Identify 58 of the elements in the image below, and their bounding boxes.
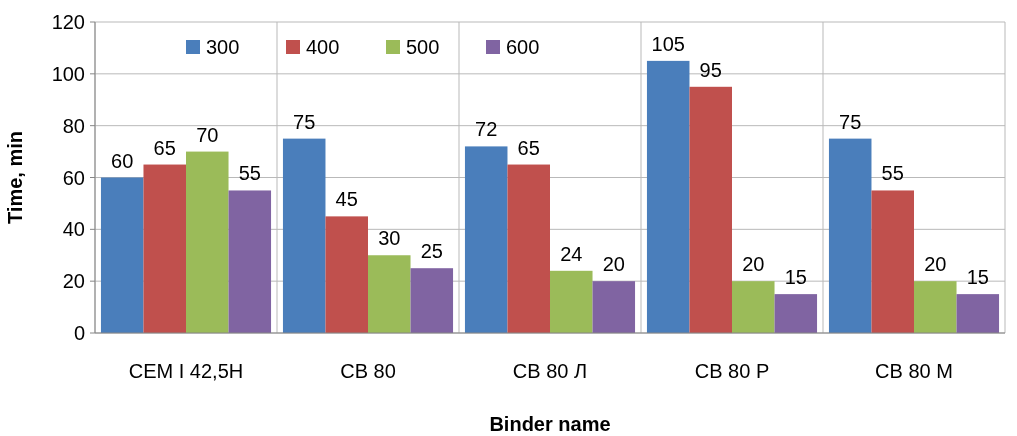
bar — [689, 86, 732, 333]
legend-label: 300 — [206, 36, 240, 58]
bar — [100, 177, 144, 333]
y-tick-label: 100 — [51, 62, 85, 85]
bar — [368, 255, 411, 333]
data-label: 55 — [238, 162, 261, 185]
bar — [325, 216, 368, 333]
bar — [143, 164, 186, 333]
y-tick-label: 80 — [62, 114, 85, 137]
bar — [732, 281, 775, 333]
data-label: 65 — [153, 136, 176, 159]
data-label: 30 — [378, 227, 401, 250]
bar — [410, 268, 454, 333]
x-tick-label: СВ 80 Р — [694, 360, 770, 382]
data-label: 20 — [742, 253, 765, 276]
data-label: 65 — [517, 136, 540, 159]
bar — [228, 190, 272, 333]
data-label: 15 — [966, 266, 989, 289]
data-label: 70 — [196, 123, 219, 146]
legend-label: 600 — [506, 36, 540, 58]
bar — [956, 294, 1000, 333]
data-label: 20 — [602, 253, 625, 276]
y-tick-label: 20 — [62, 270, 85, 293]
bar — [464, 146, 508, 333]
data-label: 24 — [560, 242, 583, 265]
data-label: 45 — [335, 188, 358, 211]
bar — [282, 138, 326, 333]
bar — [646, 60, 690, 333]
data-label: 75 — [839, 110, 862, 133]
data-label: 15 — [784, 266, 807, 289]
bar — [871, 190, 914, 333]
bar — [592, 281, 636, 333]
data-label: 75 — [293, 110, 316, 133]
legend-label: 500 — [406, 36, 440, 58]
y-tick-label: 40 — [62, 218, 85, 241]
data-label: 20 — [924, 253, 947, 276]
bar — [186, 151, 229, 333]
y-axis-title: Time, min — [4, 131, 26, 224]
data-label: 72 — [475, 118, 498, 141]
data-label: 95 — [699, 58, 722, 81]
bar — [507, 164, 550, 333]
x-tick-label: CEM I 42,5Н — [128, 360, 244, 382]
y-tick-label: 0 — [73, 322, 85, 344]
y-tick-label: 120 — [51, 11, 85, 33]
x-tick-label: СВ 80 М — [875, 360, 953, 382]
bar — [774, 294, 818, 333]
x-tick-label: СВ 80 — [340, 360, 396, 382]
bar — [914, 281, 957, 333]
y-tick-label: 60 — [62, 166, 85, 189]
legend-label: 400 — [306, 36, 340, 58]
x-axis-title: Binder name — [489, 413, 611, 435]
x-tick-label: СВ 80 Л — [512, 360, 588, 382]
data-label: 25 — [420, 240, 443, 263]
bar — [828, 138, 872, 333]
data-label: 60 — [111, 149, 134, 172]
data-label: 105 — [651, 32, 685, 55]
data-label: 55 — [881, 162, 904, 185]
bar — [550, 270, 593, 333]
